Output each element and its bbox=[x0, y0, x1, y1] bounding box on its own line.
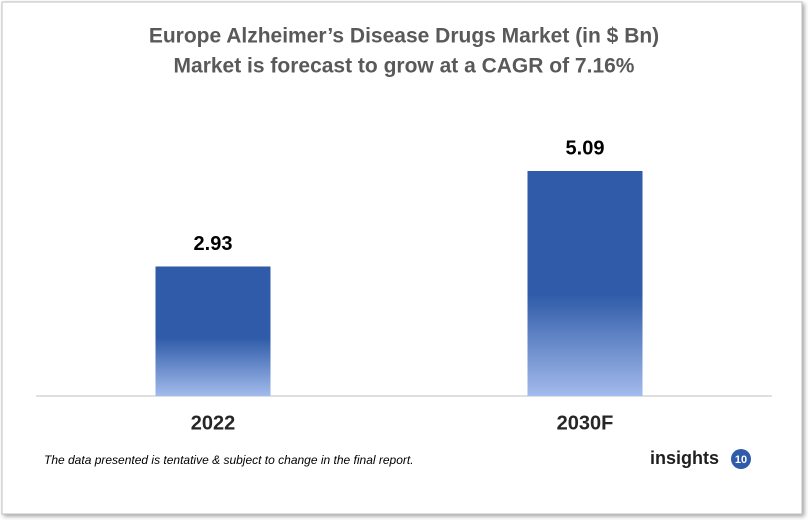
logo-text: insights bbox=[650, 448, 719, 468]
logo-badge-text: 10 bbox=[735, 454, 747, 466]
bar bbox=[527, 171, 643, 396]
value-label: 5.09 bbox=[566, 137, 605, 159]
bar bbox=[155, 266, 271, 396]
footnote: The data presented is tentative & subjec… bbox=[44, 453, 414, 467]
logo-badge bbox=[731, 449, 751, 469]
frame bbox=[1, 1, 803, 515]
x-tick-label: 2030F bbox=[557, 412, 614, 434]
chart-subtitle: Market is forecast to grow at a CAGR of … bbox=[174, 55, 635, 78]
x-tick-label: 2022 bbox=[191, 412, 236, 434]
value-label: 2.93 bbox=[194, 233, 233, 255]
chart-title: Europe Alzheimer’s Disease Drugs Market … bbox=[149, 25, 659, 48]
